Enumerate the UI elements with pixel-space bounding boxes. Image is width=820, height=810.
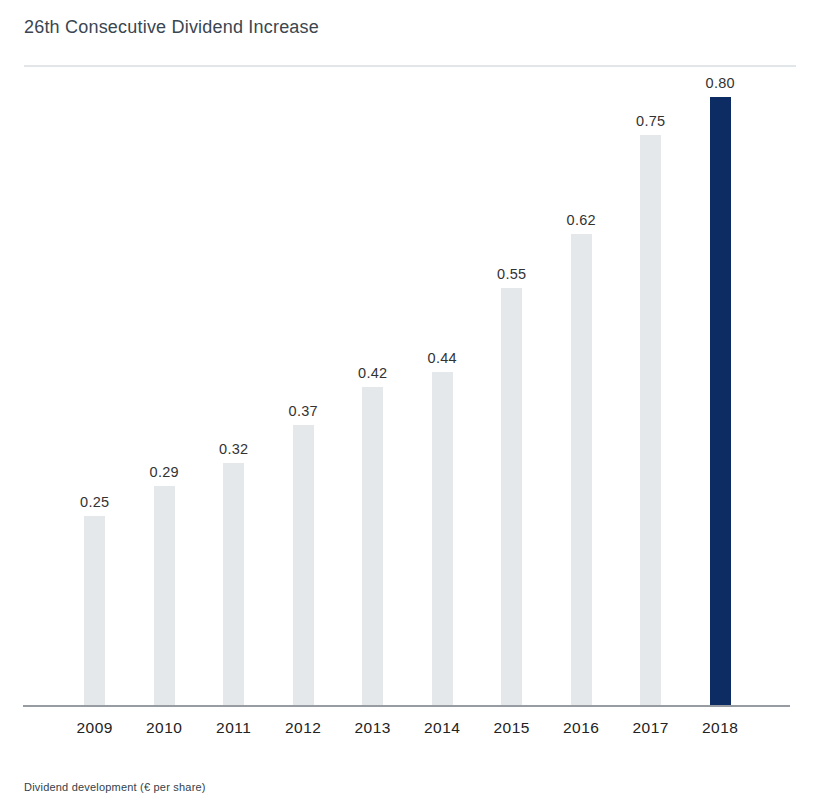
x-tick-label: 2013 [338,719,408,737]
x-tick-label: 2014 [408,719,478,737]
bar-2016 [571,234,592,707]
x-tick-label: 2018 [686,719,756,737]
bar-value-label: 0.37 [289,404,318,419]
chart-caption: Dividend development (€ per share) [24,781,206,793]
bar-value-label: 0.25 [80,495,109,510]
bar-value-label: 0.32 [219,442,248,457]
bar-value-label: 0.62 [567,213,596,228]
bar-column-2012: 0.37 [269,72,339,707]
x-axis-tick-labels: 2009201020112012201320142015201620172018 [60,707,755,737]
bar-column-2016: 0.62 [547,72,617,707]
bar-value-label: 0.44 [428,351,457,366]
x-tick-label: 2010 [130,719,200,737]
chart-title: 26th Consecutive Dividend Increase [24,17,796,38]
bar-column-2017: 0.75 [616,72,686,707]
bar-column-2010: 0.29 [130,72,200,707]
bar-column-2011: 0.32 [199,72,269,707]
x-axis-line [23,705,790,707]
bar-2009 [84,516,105,707]
title-divider [24,65,796,67]
bar-2011 [223,463,244,707]
bar-2017 [640,135,661,707]
x-tick-label: 2012 [269,719,339,737]
bar-value-label: 0.75 [636,114,665,129]
bar-2013 [362,387,383,707]
bar-2018 [710,97,731,707]
dividend-chart-page: 26th Consecutive Dividend Increase 0.250… [0,0,820,810]
bar-2010 [154,486,175,707]
bar-2014 [432,372,453,707]
bar-chart: 0.25 0.29 0.32 0.37 0.42 0.44 0.55 0.62 0.75 0.80 [0,72,820,707]
bar-2012 [293,425,314,707]
x-tick-label: 2017 [616,719,686,737]
x-tick-label: 2015 [477,719,547,737]
bar-column-2014: 0.44 [408,72,478,707]
bar-value-label: 0.55 [497,267,526,282]
chart-header: 26th Consecutive Dividend Increase [0,0,820,38]
x-tick-label: 2009 [60,719,130,737]
bar-column-2009: 0.25 [60,72,130,707]
bar-column-2013: 0.42 [338,72,408,707]
bar-2015 [501,288,522,707]
x-tick-label: 2016 [547,719,617,737]
bar-column-2015: 0.55 [477,72,547,707]
chart-footer: Dividend development (€ per share) [24,781,206,793]
bar-plot-area: 0.25 0.29 0.32 0.37 0.42 0.44 0.55 0.62 0.75 0.80 [60,72,755,707]
x-tick-label: 2011 [199,719,269,737]
bar-value-label: 0.42 [358,366,387,381]
bar-column-2018: 0.80 [686,72,756,707]
bar-value-label: 0.80 [706,76,735,91]
bar-value-label: 0.29 [150,465,179,480]
